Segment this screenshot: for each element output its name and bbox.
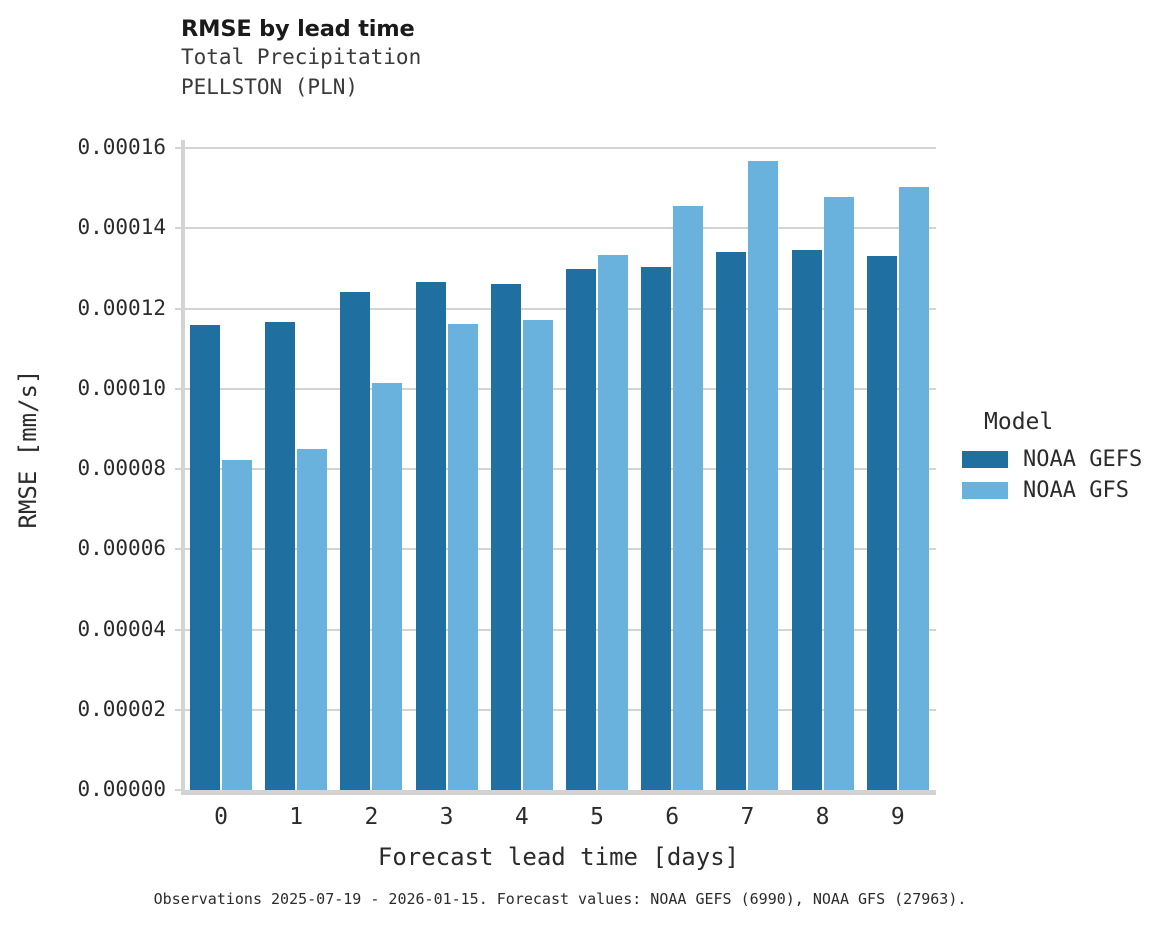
y-axis-tick-label: 0.00010 [77,375,166,400]
bar-gefs-1[interactable] [265,322,296,790]
y-axis-title: RMSE [mm/s] [14,369,42,529]
y-axis-tick [175,307,185,310]
gridline [185,468,936,470]
x-axis-tick-label: 9 [890,804,905,830]
x-axis-tick-label: 0 [214,804,228,830]
bar-gfs-0[interactable] [222,460,252,790]
y-axis-tick-label: 0.00014 [77,215,166,240]
x-axis-tick-label: 6 [665,804,680,830]
y-axis-tick [175,227,185,230]
chart-subtitle-station: PELLSTON (PLN) [181,75,359,100]
bar-gfs-4[interactable] [522,319,553,790]
y-axis-tick [175,147,185,149]
legend-title: Model [984,409,1054,435]
x-axis-tick-label: 3 [439,804,454,830]
x-axis-tick-label: 8 [815,804,830,830]
footer-caption: Observations 2025-07-19 - 2026-01-15. Fo… [153,890,967,908]
bar-gfs-6[interactable] [673,205,704,790]
bar-gfs-9[interactable] [898,187,929,790]
y-axis-tick-label: 0.00008 [77,456,166,480]
legend-entry-label: NOAA GEFS [1023,447,1143,472]
bar-gfs-2[interactable] [372,383,403,790]
legend: Model NOAA GEFS NOAA GFS [962,409,1172,506]
bar-gefs-3[interactable] [415,281,446,790]
y-axis-tick [175,708,185,711]
y-axis-tick-label: 0.00004 [77,616,166,641]
chart-title: RMSE by lead time [181,16,415,42]
x-axis-line [181,790,936,795]
y-axis-tick [175,468,185,470]
legend-entries: NOAA GEFS NOAA GFS [962,444,1172,506]
y-axis-tick-labels: 0.00016 0.00014 0.00012 0.00010 0.00008 0.000… [0,135,166,800]
y-axis-tick-label: 0.00000 [77,777,166,801]
y-axis-tick [175,387,185,390]
x-axis-tick-label: 7 [740,804,755,830]
y-axis-tick-label: 0.00006 [77,536,166,561]
y-axis-tick [175,628,185,631]
gridline [185,227,936,230]
bar-gefs-0[interactable] [190,324,220,790]
y-axis-tick-label: 0.00016 [77,135,166,159]
plot-area: 0 1 2 3 4 5 6 7 8 9 [175,140,936,829]
gridline [185,307,936,310]
bar-gefs-6[interactable] [641,267,672,790]
title-block: RMSE by lead time Total Precipitation PE… [181,16,881,103]
bar-gefs-9[interactable] [866,255,897,790]
gridline [185,708,936,711]
x-axis-tick-label: 2 [364,804,379,830]
bar-gfs-3[interactable] [447,323,478,790]
gridline [185,147,936,149]
legend-entry-label: NOAA GFS [1023,478,1129,503]
bar-gefs-4[interactable] [490,284,521,790]
bar-gfs-7[interactable] [748,161,779,790]
y-axis-tick [175,548,185,551]
legend-entry-gefs[interactable]: NOAA GEFS [962,444,1172,475]
y-axis-tick-label: 0.00012 [77,295,166,320]
y-axis-tick [175,789,185,791]
x-axis-tick-label: 4 [514,804,529,830]
x-axis-title: Forecast lead time [days] [377,843,740,871]
x-axis-tick-label: 5 [590,804,604,830]
bar-gfs-8[interactable] [823,196,854,790]
bar-gfs-5[interactable] [598,255,628,790]
gridline [185,628,936,631]
legend-swatch-icon [962,482,1008,499]
chart-subtitle-variable: Total Precipitation [181,45,422,70]
legend-swatch-icon [962,451,1008,468]
legend-entry-gfs[interactable]: NOAA GFS [962,475,1172,506]
bar-gefs-2[interactable] [340,292,371,790]
bar-gefs-5[interactable] [566,268,596,790]
y-axis-tick-label: 0.00002 [77,696,166,721]
bar-gefs-7[interactable] [716,252,747,790]
bar-gefs-8[interactable] [791,249,822,790]
bar-gfs-1[interactable] [297,449,328,790]
x-axis-tick-label: 1 [289,804,304,830]
gridline [185,548,936,551]
y-axis-line [181,140,185,794]
gridline [185,387,936,390]
